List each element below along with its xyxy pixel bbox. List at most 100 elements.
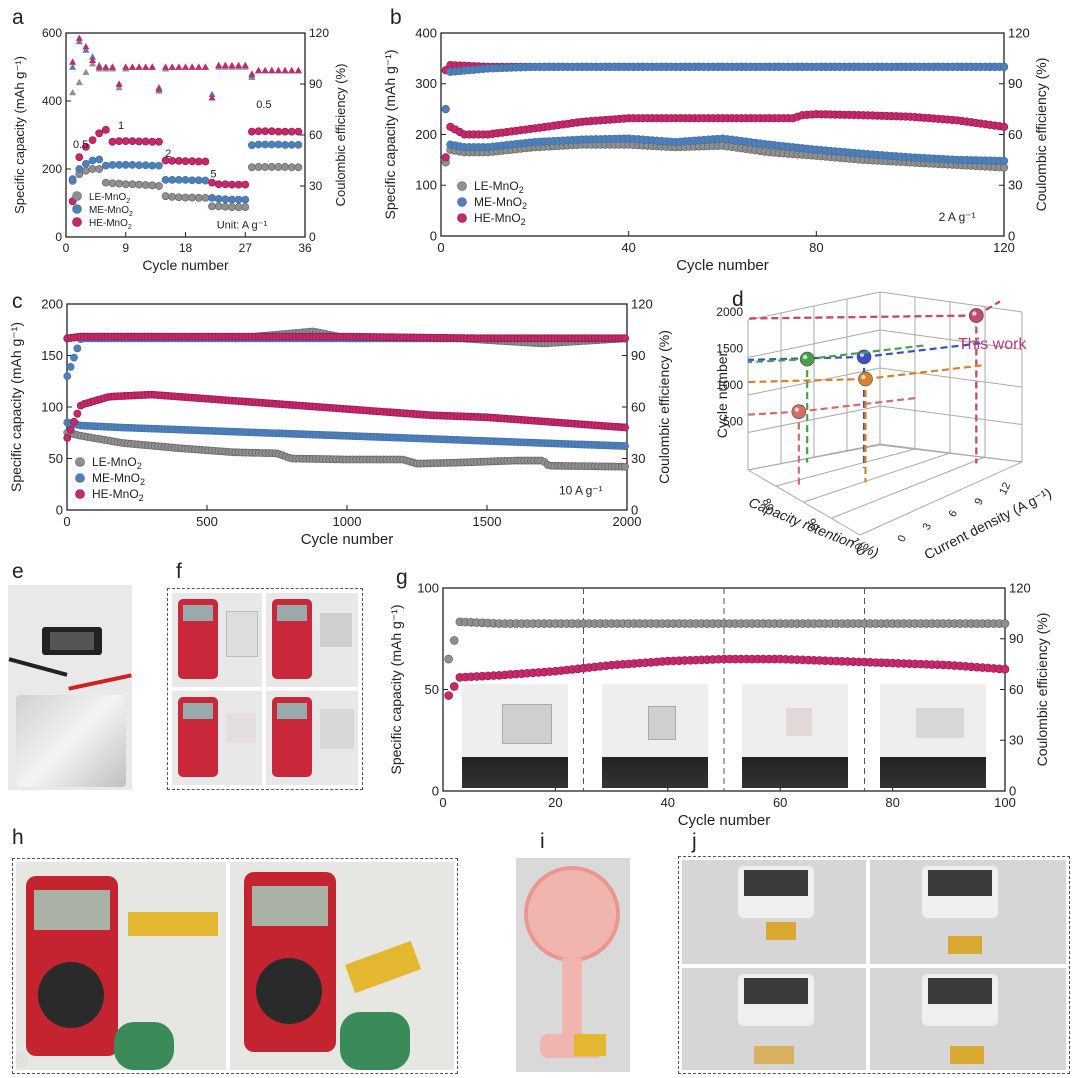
y2-axis-title: Coulombic efficiency (%): [656, 330, 672, 484]
data-point: [174, 175, 183, 184]
data-point: [68, 175, 77, 184]
x-tick-label: 18: [179, 241, 193, 255]
z-tick-label: 2000: [716, 305, 743, 319]
data-point: [274, 127, 283, 136]
y-tick-label: 3: [921, 521, 934, 532]
y2-tick-label: 30: [1008, 178, 1022, 193]
x-axis-title: Cycle number: [142, 257, 229, 273]
x-axis-title: Cycle number: [676, 257, 769, 274]
panel-label-i: i: [540, 830, 545, 853]
data-point: [228, 203, 236, 211]
data-point: [188, 157, 197, 166]
battery-strip: [754, 1046, 794, 1064]
data-point: [89, 56, 97, 63]
legend-label: ME-MnO2: [92, 471, 145, 487]
battery-strip: [948, 936, 982, 954]
data-point: [73, 409, 82, 418]
data-point: [115, 83, 123, 91]
data-point: [267, 140, 276, 149]
legend-marker: [457, 181, 467, 191]
data-point: [261, 140, 270, 149]
data-point: [248, 70, 256, 77]
y-tick-label: 50: [49, 451, 63, 466]
data-point: [235, 61, 243, 69]
data-point: [1000, 664, 1010, 674]
data-point: [155, 85, 163, 92]
data-point: [444, 654, 453, 664]
annotation-label: 2 A g⁻¹: [939, 210, 976, 224]
data-point: [858, 371, 873, 387]
battery-strip: [128, 912, 218, 936]
photo-fan: [516, 858, 630, 1072]
grid-line: [803, 452, 951, 503]
glove: [340, 1012, 410, 1070]
pouch-cell: [226, 611, 258, 657]
data-point: [148, 137, 157, 146]
data-point: [208, 193, 216, 202]
photo-j4: [870, 968, 1066, 1070]
data-point: [247, 163, 256, 172]
legend-marker: [72, 204, 82, 214]
this-work-label: This work: [958, 336, 1027, 353]
data-point: [441, 153, 450, 162]
data-point: [241, 61, 249, 69]
photo-g1: [462, 684, 568, 788]
x-tick-label: 80: [809, 240, 823, 255]
data-point: [228, 195, 236, 204]
legend-label: HE-MnO2: [89, 218, 132, 231]
data-point: [188, 176, 197, 185]
data-point-highlight: [794, 407, 800, 412]
data-point: [791, 404, 807, 419]
multimeter-screen: [183, 703, 213, 719]
y2-tick-label: 60: [631, 399, 645, 414]
projection-line: [865, 363, 986, 381]
data-point: [274, 66, 282, 74]
panel-label-d: d: [732, 288, 744, 311]
data-point: [161, 192, 170, 201]
data-point: [188, 193, 197, 202]
data-point: [66, 362, 75, 371]
battery-strip: [766, 922, 796, 940]
x-axis-title: Cycle number: [678, 812, 771, 829]
y-tick-label: 0: [55, 230, 62, 244]
y-axis-title: Specific capacity (mAh g⁻¹): [8, 322, 24, 492]
data-point: [66, 425, 75, 434]
data-point: [208, 202, 216, 211]
data-point: [254, 127, 263, 136]
photo-h-right: [230, 862, 454, 1070]
data-point: [294, 140, 303, 149]
data-point: [135, 161, 143, 170]
cable-black: [8, 657, 68, 677]
data-point-highlight: [972, 311, 977, 316]
data-point: [148, 161, 157, 170]
y2-tick-label: 60: [1009, 682, 1023, 697]
grid-line: [879, 329, 1023, 350]
data-point: [261, 127, 270, 136]
data-point: [281, 66, 289, 74]
y2-tick-label: 60: [1008, 127, 1022, 142]
panel-label-c: c: [12, 290, 23, 313]
y2-tick-label: 120: [1008, 25, 1030, 40]
x-tick-label: 36: [298, 241, 312, 255]
photo-grid-f: [167, 588, 363, 790]
data-point: [621, 334, 629, 343]
data-point: [274, 163, 283, 171]
data-point: [69, 58, 77, 65]
data-point: [228, 180, 236, 189]
data-point: [201, 176, 210, 185]
data-point: [88, 165, 97, 173]
x-tick-label: 500: [196, 514, 218, 529]
x-axis-title: Cycle number: [301, 531, 394, 548]
data-point: [194, 157, 203, 166]
lcd-screen: [50, 632, 94, 650]
y2-tick-label: 30: [309, 179, 323, 193]
x-tick-label: 27: [239, 241, 253, 255]
projection-line: [747, 314, 977, 320]
data-point: [128, 161, 137, 169]
data-point: [108, 137, 117, 146]
y-tick-label: 0: [432, 783, 439, 798]
data-point: [214, 180, 223, 189]
